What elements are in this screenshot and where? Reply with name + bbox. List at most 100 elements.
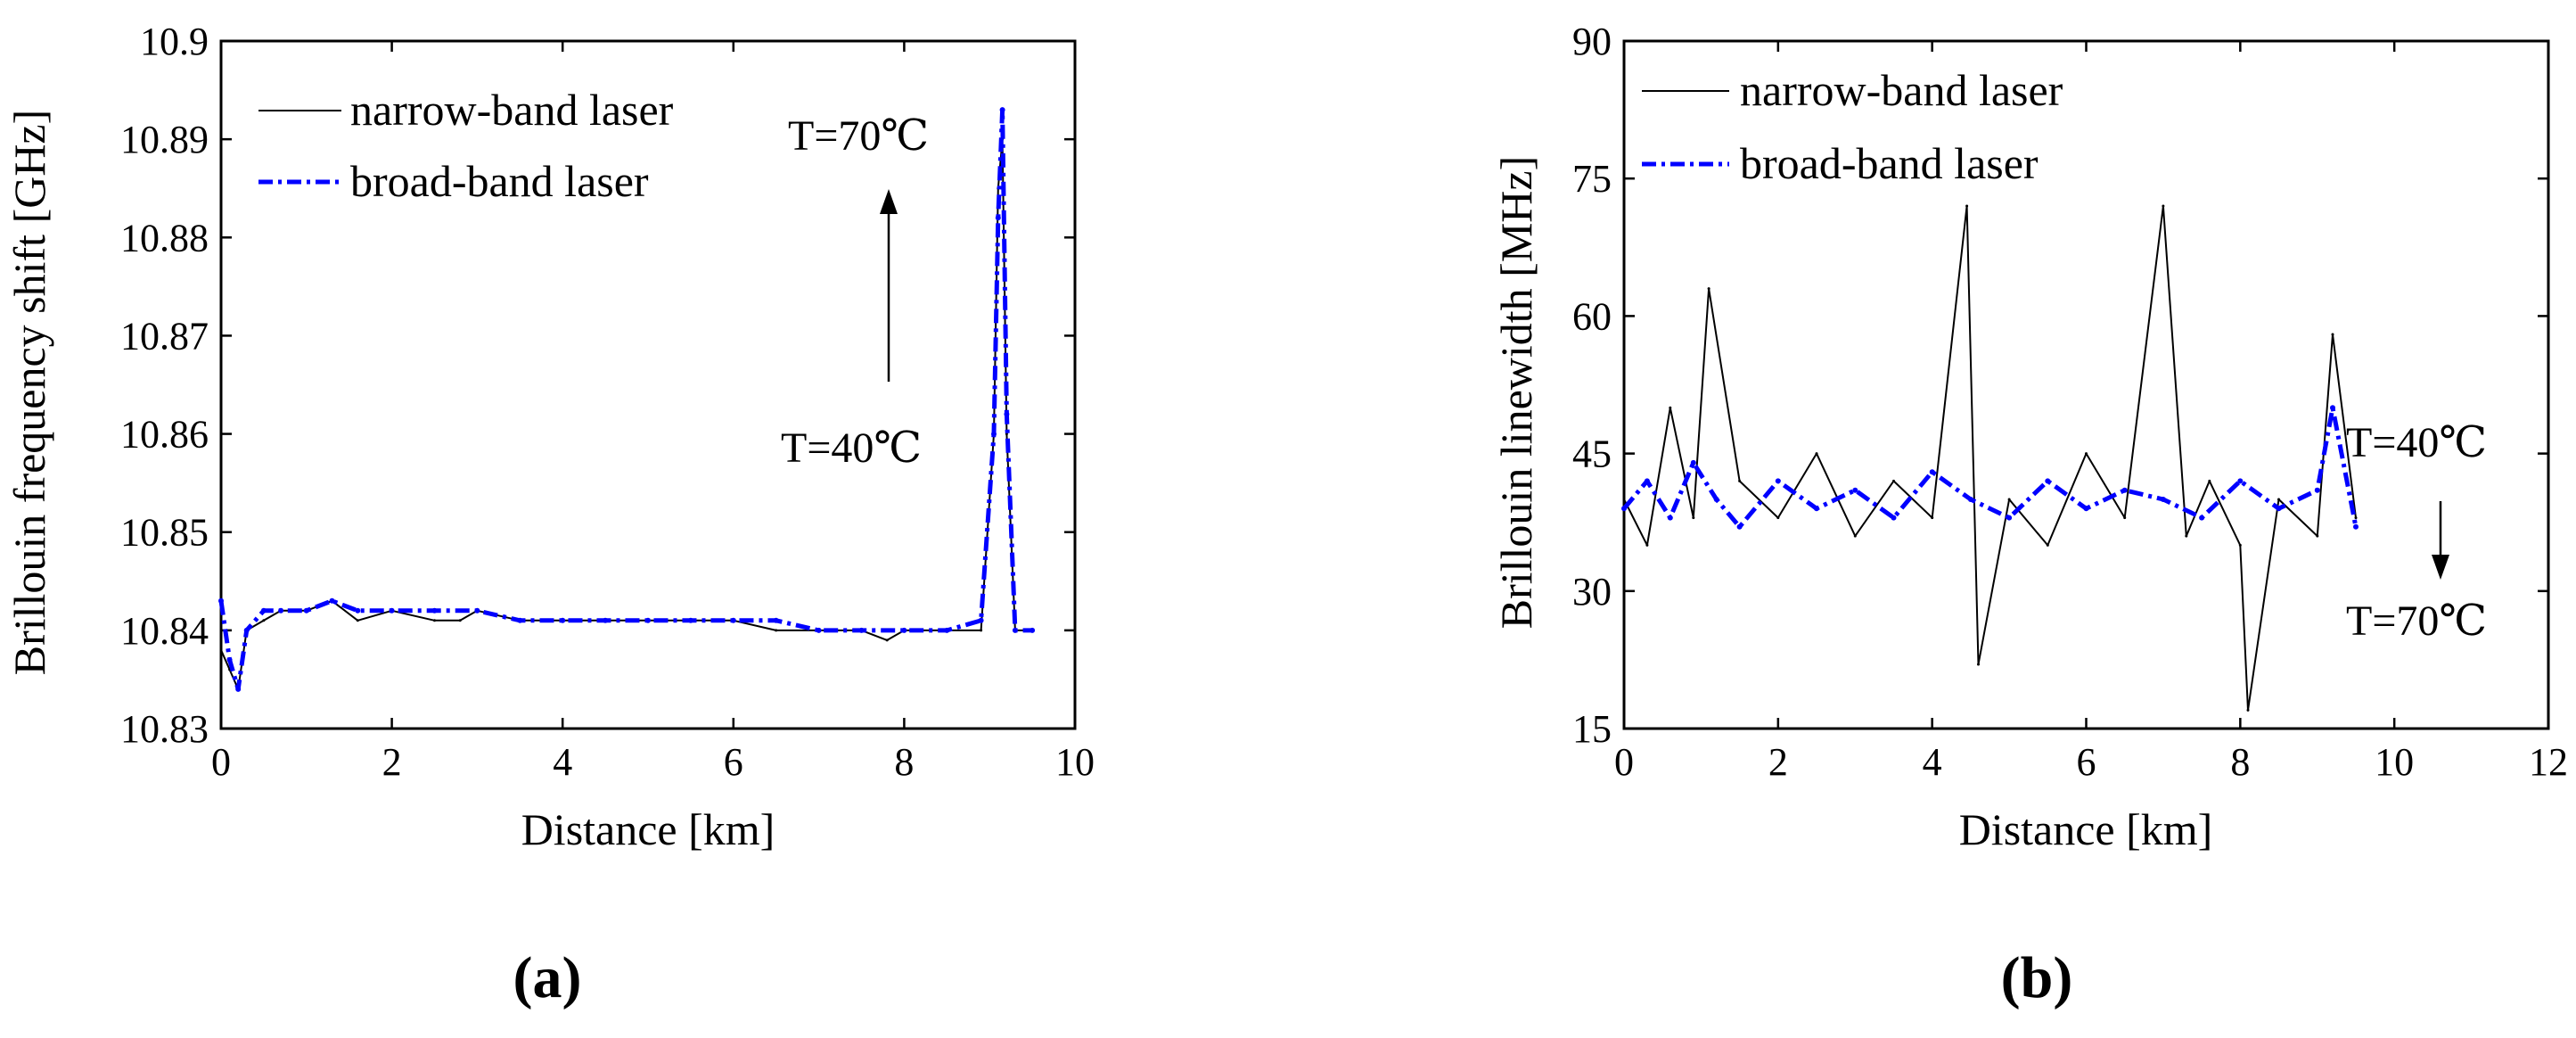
- chart-a-series-broad-band-point: [1004, 411, 1010, 417]
- chart-a-ytick-label: 10.85: [120, 511, 209, 555]
- chart-a-series-narrow-band-point: [885, 638, 889, 642]
- chart-a-series-narrow-band-point: [775, 629, 778, 632]
- chart-a-series-broad-band-point: [226, 656, 233, 663]
- chart-a-ytick-label: 10.9: [140, 20, 209, 63]
- chart-a-series-broad-band-point: [389, 607, 395, 614]
- chart-a-annotation-t40: T=40℃: [781, 424, 922, 472]
- chart-b-ytick-label: 90: [1572, 20, 1612, 63]
- chart-b-xtick-label: 2: [1768, 740, 1788, 784]
- chart-b-series-narrow-band-point: [1669, 406, 1672, 409]
- chart-b-series-narrow-band-point: [2162, 204, 2165, 208]
- chart-a-legend-narrow-label: narrow-band laser: [350, 85, 674, 135]
- chart-b-series-broad-band-point: [2237, 478, 2244, 484]
- chart-b-series-narrow-band-point: [2246, 708, 2250, 712]
- chart-a-ytick-label: 10.89: [120, 118, 209, 161]
- chart-b-series-narrow-band-point: [1738, 479, 1742, 482]
- chart-a-series-narrow-band-point: [458, 619, 462, 622]
- chart-b-series: [1621, 204, 2359, 712]
- chart-b-series-narrow-band-point: [1977, 663, 1980, 666]
- chart-b-series-broad-band-point: [2353, 523, 2359, 530]
- chart-b-series-narrow-band-point: [2046, 543, 2049, 547]
- chart-a-legend-broad-label: broad-band laser: [350, 156, 649, 206]
- chart-a-xlabel: Distance [km]: [521, 804, 775, 854]
- chart-b-series-narrow-band-point: [2007, 498, 2011, 501]
- chart-b-series-narrow-band-point: [2208, 479, 2211, 482]
- chart-a-series-broad-band-point: [901, 627, 907, 633]
- chart-a-series-broad-band-point: [978, 617, 984, 623]
- chart-a-series-broad-band-point: [944, 627, 950, 633]
- chart-a-series-broad-band-point: [1012, 627, 1018, 633]
- panel-label-a: (a): [513, 945, 582, 1010]
- chart-b-ytick-label: 75: [1572, 157, 1612, 201]
- chart-a-series-broad-band-point: [730, 617, 736, 623]
- chart-a-series-broad-band-point: [474, 607, 480, 614]
- chart-b-legend-narrow-label: narrow-band laser: [1740, 65, 2063, 115]
- chart-a-series-broad-band-point: [560, 617, 566, 623]
- chart-a-series: [218, 107, 1036, 692]
- chart-a-series-broad-band-point: [431, 607, 438, 614]
- chart-a-ytick-label: 10.84: [120, 609, 209, 653]
- chart-a-series-broad-band-point: [235, 686, 242, 692]
- chart-b-ytick-label: 30: [1572, 570, 1612, 614]
- chart-b-series-narrow-band-point: [2123, 516, 2127, 520]
- chart-b-series-narrow-band-point: [2238, 543, 2242, 547]
- chart-b-series-broad-band-point: [2276, 506, 2282, 512]
- chart-b-series-narrow-band-point: [2085, 452, 2088, 456]
- chart-a-xtick-label: 8: [894, 740, 914, 784]
- chart-b-series-narrow-band-line: [1623, 205, 2357, 712]
- chart-b-xtick-label: 8: [2230, 740, 2250, 784]
- chart-a-series-broad-band-point: [603, 617, 609, 623]
- chart-a-axes-frame: [219, 39, 1077, 730]
- chart-a-series-narrow-band-point: [433, 619, 436, 622]
- chart-b-series-broad-band-point: [2006, 515, 2013, 521]
- chart-a-ytick-label: 10.86: [120, 413, 209, 457]
- chart-b-series-narrow-band-point: [1931, 516, 1934, 520]
- chart-b-series-broad-band-point: [1690, 459, 1696, 465]
- chart-a-series-broad-band-point: [858, 627, 865, 633]
- chart-b-series-broad-band-point: [2083, 506, 2089, 512]
- chart-b-series-narrow-band-point: [1815, 452, 1818, 456]
- chart-b: 0 2 4 6 8 10 12 15 30 45 60 75 90 narrow-band laser …: [1491, 20, 2568, 1010]
- chart-b-ylabel: Brillouin linewidth [MHz]: [1491, 156, 1541, 630]
- chart-b-xtick-label: 0: [1614, 740, 1634, 784]
- chart-a-xtick-label: 10: [1055, 740, 1095, 784]
- chart-a-ytick-label: 10.87: [120, 314, 209, 358]
- chart-b-series-narrow-band-point: [1707, 287, 1710, 291]
- chart-b-series-narrow-band-point: [2316, 534, 2319, 538]
- chart-b-ytick-label: 60: [1572, 294, 1612, 338]
- chart-b-xtick-label: 12: [2529, 740, 2568, 784]
- chart-a-series-broad-band-point: [517, 617, 523, 623]
- chart-b-series-narrow-band-point: [2354, 516, 2358, 520]
- chart-b-series-broad-band-point: [2330, 405, 2335, 411]
- chart-b-legend: narrow-band laser broad-band laser: [1642, 65, 2063, 188]
- chart-a-series-broad-band-point: [303, 607, 309, 614]
- chart-b-series-broad-band-point: [1814, 506, 1819, 512]
- chart-b-series-broad-band-point: [2314, 487, 2320, 493]
- chart-b-xtick-label: 10: [2375, 740, 2414, 784]
- chart-b-series-narrow-band-point: [2185, 534, 2188, 538]
- chart-b-series-narrow-band-point: [1692, 516, 1695, 520]
- chart-a-xtick-label: 0: [211, 740, 231, 784]
- chart-b-xlabel: Distance [km]: [1959, 804, 2213, 854]
- chart-b-series-broad-band-point: [2160, 497, 2166, 502]
- chart-a-series-broad-band-point: [329, 597, 335, 604]
- chart-a-series-broad-band-point: [999, 107, 1005, 113]
- chart-a-series-broad-band-point: [645, 617, 651, 623]
- chart-a-series-narrow-band-point: [262, 619, 266, 622]
- chart-b-series-narrow-band-point: [1776, 516, 1780, 520]
- chart-b-series-narrow-band-point: [1622, 498, 1626, 501]
- chart-b-series-broad-band-point: [1775, 478, 1781, 484]
- chart-a-series-narrow-band-point: [980, 629, 983, 632]
- chart-a-series-broad-band-point: [355, 607, 361, 614]
- chart-b-series-broad-band-point: [1667, 515, 1673, 521]
- chart-b-annotation-t40: T=40℃: [2346, 419, 2487, 466]
- chart-b-ytick-label: 45: [1572, 432, 1612, 476]
- chart-b-series-narrow-band-point: [1965, 204, 1969, 208]
- chart-a-ticks: 0 2 4 6 8 10 10.83 10.84 10.85 10.86 10.87 10.88 10.…: [120, 20, 1095, 784]
- chart-b-series-narrow-band-point: [2277, 498, 2280, 501]
- chart-b-series-broad-band-point: [1713, 497, 1719, 502]
- chart-b-ytick-label: 15: [1572, 707, 1612, 751]
- chart-a-series-broad-band-point: [687, 617, 693, 623]
